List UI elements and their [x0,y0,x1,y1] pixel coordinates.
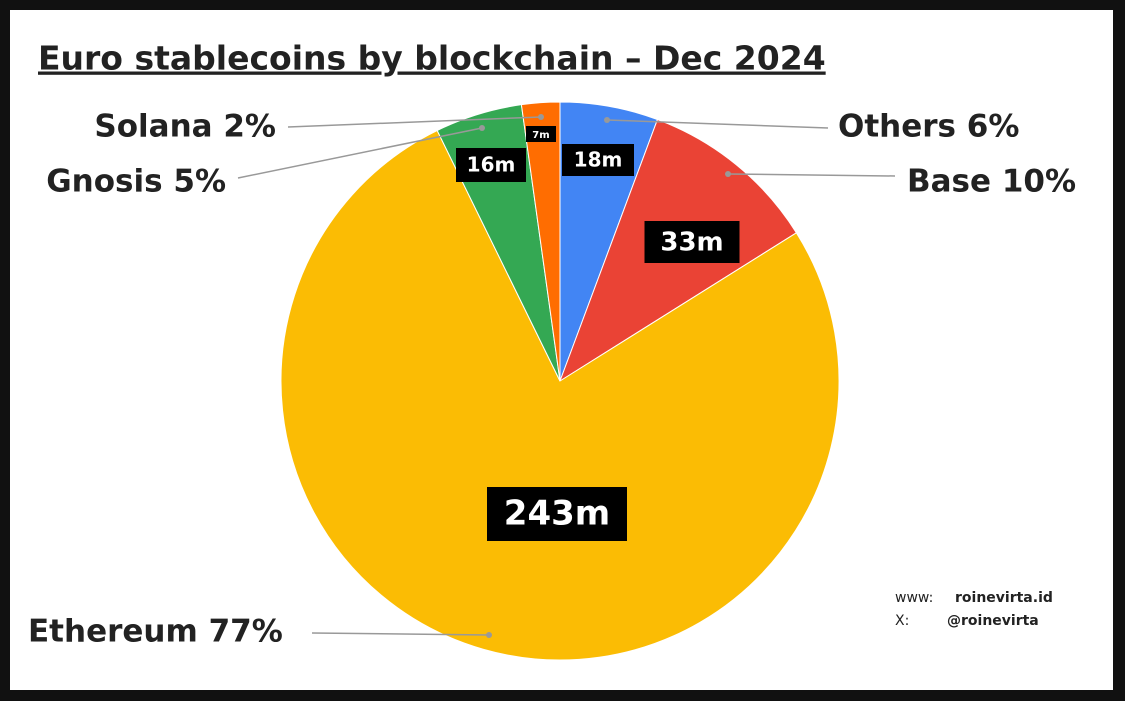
footer-key: www: [895,590,933,606]
slice-label: Ethereum 77% [28,614,283,650]
slice-label: Solana 2% [94,109,276,145]
value-label: 33m [660,228,723,258]
value-label-box [562,144,634,176]
footer-value: roinevirta.id [955,590,1053,606]
pie-slice [280,129,840,661]
leader-dot [479,125,485,131]
footer-key: X: [895,613,909,629]
leader-line [287,116,542,128]
leader-line [727,173,896,177]
value-label-box [456,148,526,182]
value-label-box [526,126,556,142]
value-label-box [644,221,740,263]
value-label: 16m [467,153,516,177]
footer-value: @roinevirta [947,613,1039,629]
leader-dot [486,632,492,638]
slice-label: Others 6% [838,109,1019,145]
value-label: 18m [574,148,623,172]
leader-dot [725,171,731,177]
chart-title: Euro stablecoins by blockchain – Dec 202… [38,39,826,78]
leader-line [237,127,483,179]
leader-line [606,119,829,129]
pie-slice [520,101,561,382]
value-label: 7m [532,130,549,141]
value-label-box [487,487,627,541]
value-label: 243m [504,494,610,534]
slice-label: Base 10% [907,164,1076,200]
leader-dot [538,114,544,120]
slice-label: Gnosis 5% [46,164,226,200]
leader-line [311,632,490,636]
leader-dot [604,117,610,123]
